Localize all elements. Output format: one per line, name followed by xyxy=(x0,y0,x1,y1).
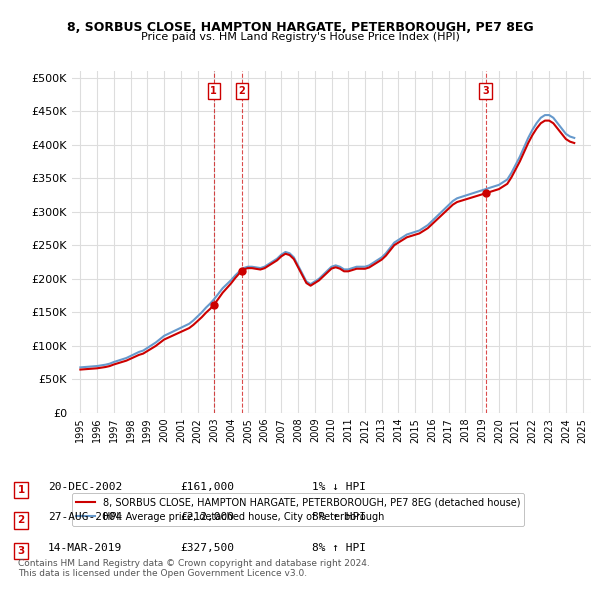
Text: £327,500: £327,500 xyxy=(180,543,234,553)
Text: 1: 1 xyxy=(211,86,217,96)
Text: 8% ↑ HPI: 8% ↑ HPI xyxy=(312,513,366,522)
Text: 1% ↓ HPI: 1% ↓ HPI xyxy=(312,482,366,491)
Text: 2: 2 xyxy=(17,516,25,525)
Text: Price paid vs. HM Land Registry's House Price Index (HPI): Price paid vs. HM Land Registry's House … xyxy=(140,32,460,42)
Text: £212,000: £212,000 xyxy=(180,513,234,522)
Text: £161,000: £161,000 xyxy=(180,482,234,491)
Text: 3: 3 xyxy=(17,546,25,556)
Text: 27-AUG-2004: 27-AUG-2004 xyxy=(48,513,122,522)
Text: 1: 1 xyxy=(17,485,25,494)
Text: 8, SORBUS CLOSE, HAMPTON HARGATE, PETERBOROUGH, PE7 8EG: 8, SORBUS CLOSE, HAMPTON HARGATE, PETERB… xyxy=(67,21,533,34)
Text: 8% ↑ HPI: 8% ↑ HPI xyxy=(312,543,366,553)
Text: Contains HM Land Registry data © Crown copyright and database right 2024.
This d: Contains HM Land Registry data © Crown c… xyxy=(18,559,370,578)
Text: 14-MAR-2019: 14-MAR-2019 xyxy=(48,543,122,553)
Text: 20-DEC-2002: 20-DEC-2002 xyxy=(48,482,122,491)
Text: 3: 3 xyxy=(482,86,489,96)
Text: 2: 2 xyxy=(239,86,245,96)
Legend: 8, SORBUS CLOSE, HAMPTON HARGATE, PETERBOROUGH, PE7 8EG (detached house), HPI: A: 8, SORBUS CLOSE, HAMPTON HARGATE, PETERB… xyxy=(71,493,524,526)
